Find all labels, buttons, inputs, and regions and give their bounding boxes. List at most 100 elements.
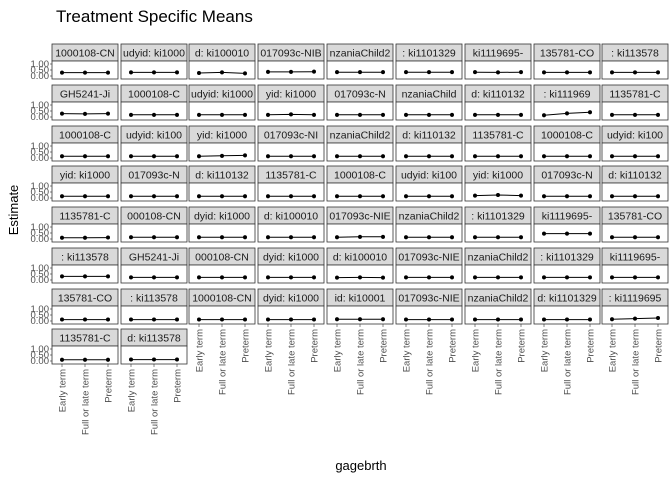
data-point bbox=[588, 110, 592, 115]
y-tick-label: 0.00 bbox=[31, 193, 50, 204]
facet-panel: 1000108-C bbox=[326, 165, 394, 202]
facet-strip-label: : ki1101329 bbox=[402, 48, 456, 60]
y-tick-label: 0.50 bbox=[31, 310, 50, 321]
x-tick-label: Early term bbox=[608, 329, 619, 372]
data-point bbox=[427, 70, 431, 75]
facet-panel: GH5241-Ji bbox=[120, 247, 188, 284]
facet-plot-area bbox=[395, 101, 463, 121]
facet-panel: 017093c-NIE bbox=[395, 288, 463, 325]
data-point bbox=[473, 70, 477, 75]
facet-plot-area bbox=[120, 142, 188, 162]
facet-panel: d: ki113578 bbox=[120, 328, 188, 365]
facet-strip-label: 1000108-CN bbox=[55, 48, 115, 60]
data-point bbox=[519, 70, 523, 75]
data-point bbox=[450, 112, 454, 117]
facet-strip-label: 017093c-NIE bbox=[329, 211, 390, 223]
data-point bbox=[656, 235, 660, 240]
facet-strip-label: 1135781-C bbox=[59, 333, 111, 345]
facet-plot-area bbox=[120, 223, 188, 243]
y-tick-label: 0.50 bbox=[31, 65, 50, 76]
facet-plot-area bbox=[601, 60, 669, 80]
facet-strip-label: nzaniaChild2 bbox=[330, 48, 391, 60]
data-point bbox=[175, 112, 179, 117]
data-point bbox=[588, 70, 592, 75]
data-point bbox=[197, 71, 201, 75]
y-tick-label: 1.00 bbox=[31, 222, 50, 233]
facet-panel: d: ki1101329 bbox=[533, 288, 601, 325]
facet-plot-area bbox=[533, 142, 601, 162]
data-point bbox=[656, 194, 660, 199]
x-tick-label: Preterm bbox=[241, 329, 252, 363]
data-point bbox=[335, 70, 339, 75]
facet-plot-area bbox=[257, 142, 325, 162]
data-point bbox=[220, 70, 224, 75]
facet-panel: : ki113578 bbox=[120, 288, 188, 325]
facet-strip-label: dyid: ki1000 bbox=[194, 211, 250, 223]
data-point bbox=[60, 357, 64, 362]
data-point bbox=[129, 112, 133, 117]
data-point bbox=[633, 194, 637, 199]
facet-strip-label: yid: ki1000 bbox=[473, 170, 523, 182]
data-point bbox=[610, 275, 614, 280]
data-point bbox=[519, 275, 523, 280]
data-point bbox=[243, 153, 247, 158]
facet-strip-label: 135781-CO bbox=[58, 293, 112, 305]
facet-strip-label: 1135781-C bbox=[265, 170, 317, 182]
facet-plot-area bbox=[188, 264, 256, 284]
facet-strip-label: 000108-CN bbox=[127, 211, 181, 223]
facet-strip-label: udyid: ki100 bbox=[401, 170, 457, 182]
data-point bbox=[588, 194, 592, 199]
data-point bbox=[358, 70, 362, 75]
facet-panel: d: ki100010 bbox=[188, 43, 256, 80]
data-point bbox=[266, 194, 270, 199]
data-point bbox=[220, 317, 224, 322]
x-tick-label: Early term bbox=[127, 369, 138, 412]
facet-panel: dyid: ki1000 bbox=[257, 288, 325, 325]
facet-panel: yid: ki1000 bbox=[257, 84, 325, 121]
facet-plot-area bbox=[395, 182, 463, 202]
data-point bbox=[519, 317, 523, 322]
facet-strip-label: 1135781-C bbox=[472, 130, 524, 142]
chart-title: Treatment Specific Means bbox=[56, 7, 253, 26]
facet-panel: 000108-CN bbox=[120, 206, 188, 243]
data-point bbox=[335, 235, 339, 240]
x-tick-label: Early term bbox=[402, 329, 413, 372]
facet-plot-area bbox=[464, 142, 532, 162]
facet-panel: nzaniaChild2 bbox=[464, 247, 532, 284]
data-point bbox=[175, 275, 179, 280]
data-point bbox=[312, 112, 316, 117]
x-tick-label: Full or late term bbox=[218, 329, 229, 395]
data-point bbox=[542, 231, 546, 236]
facet-plot-area bbox=[326, 305, 394, 325]
data-point bbox=[152, 194, 156, 199]
data-point bbox=[450, 194, 454, 199]
facet-plot-area bbox=[188, 182, 256, 202]
facet-strip-label: : ki113578 bbox=[61, 252, 109, 264]
facet-strip-label: 017093c-N bbox=[128, 170, 179, 182]
facet-strip-label: ki1119695- bbox=[473, 48, 524, 60]
facet-strip-label: 135781-CO bbox=[540, 48, 594, 60]
y-tick-label: 0.00 bbox=[31, 112, 50, 123]
facet-strip-label: d: ki110132 bbox=[608, 170, 662, 182]
y-tick-label: 0.00 bbox=[31, 71, 50, 82]
data-point bbox=[404, 317, 408, 322]
facet-panel: : ki1119695 bbox=[601, 288, 669, 325]
facet-panel: dyid: ki1000 bbox=[188, 206, 256, 243]
facet-plot-area bbox=[120, 264, 188, 284]
facet-panel: d: ki100010 bbox=[326, 247, 394, 284]
facet-strip-label: 017093c-NIE bbox=[398, 293, 459, 305]
data-point bbox=[450, 235, 454, 240]
facet-plot-area bbox=[395, 60, 463, 80]
data-point bbox=[152, 112, 156, 117]
facet-plot-area bbox=[464, 101, 532, 121]
data-point bbox=[152, 235, 156, 240]
facet-plot-area bbox=[326, 264, 394, 284]
data-point bbox=[358, 112, 362, 117]
facet-panel: 135781-CO bbox=[601, 206, 669, 243]
facet-panel: : ki1101329 bbox=[464, 206, 532, 243]
facet-panel: d: ki110132 bbox=[188, 165, 256, 202]
data-point bbox=[633, 70, 637, 75]
facet-plot-area bbox=[601, 182, 669, 202]
data-point bbox=[266, 317, 270, 322]
